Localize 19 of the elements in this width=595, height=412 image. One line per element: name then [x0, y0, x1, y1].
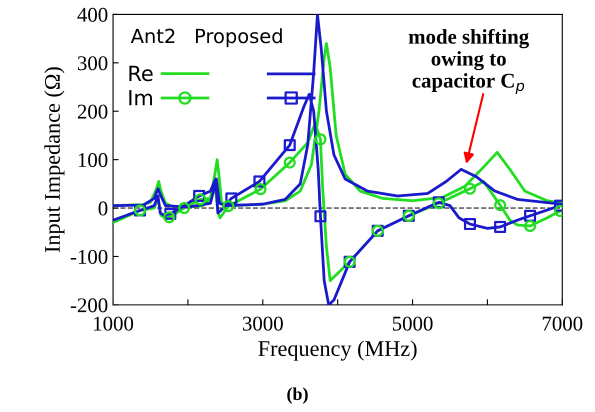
x-tick-label: 7000: [542, 316, 582, 331]
x-tick-label: 3000: [242, 316, 283, 331]
y-axis-title: Input Impedance (Ω): [44, 67, 64, 252]
x-axis-title: Frequency (MHz): [258, 340, 417, 361]
y-tick-label: -200: [70, 298, 108, 312]
legend-label: Re: [129, 66, 153, 82]
y-tick-label: 0: [98, 201, 108, 216]
y-tick-label: 200: [78, 104, 108, 119]
x-tick-label: 1000: [94, 316, 134, 331]
annotation: mode shifting owing to capacitor C$_{p}$: [408, 28, 529, 94]
y-tick-label: 400: [77, 8, 108, 22]
y-tick-label: 300: [78, 56, 108, 70]
annotation: Proposed: [196, 28, 282, 48]
annotation: Ant2: [130, 28, 174, 44]
x-tick-label: 5000: [392, 316, 433, 331]
y-tick-label: -100: [70, 250, 108, 264]
text: (b): [287, 387, 308, 404]
legend-label: Im: [129, 90, 152, 106]
y-tick-label: 100: [78, 153, 108, 168]
